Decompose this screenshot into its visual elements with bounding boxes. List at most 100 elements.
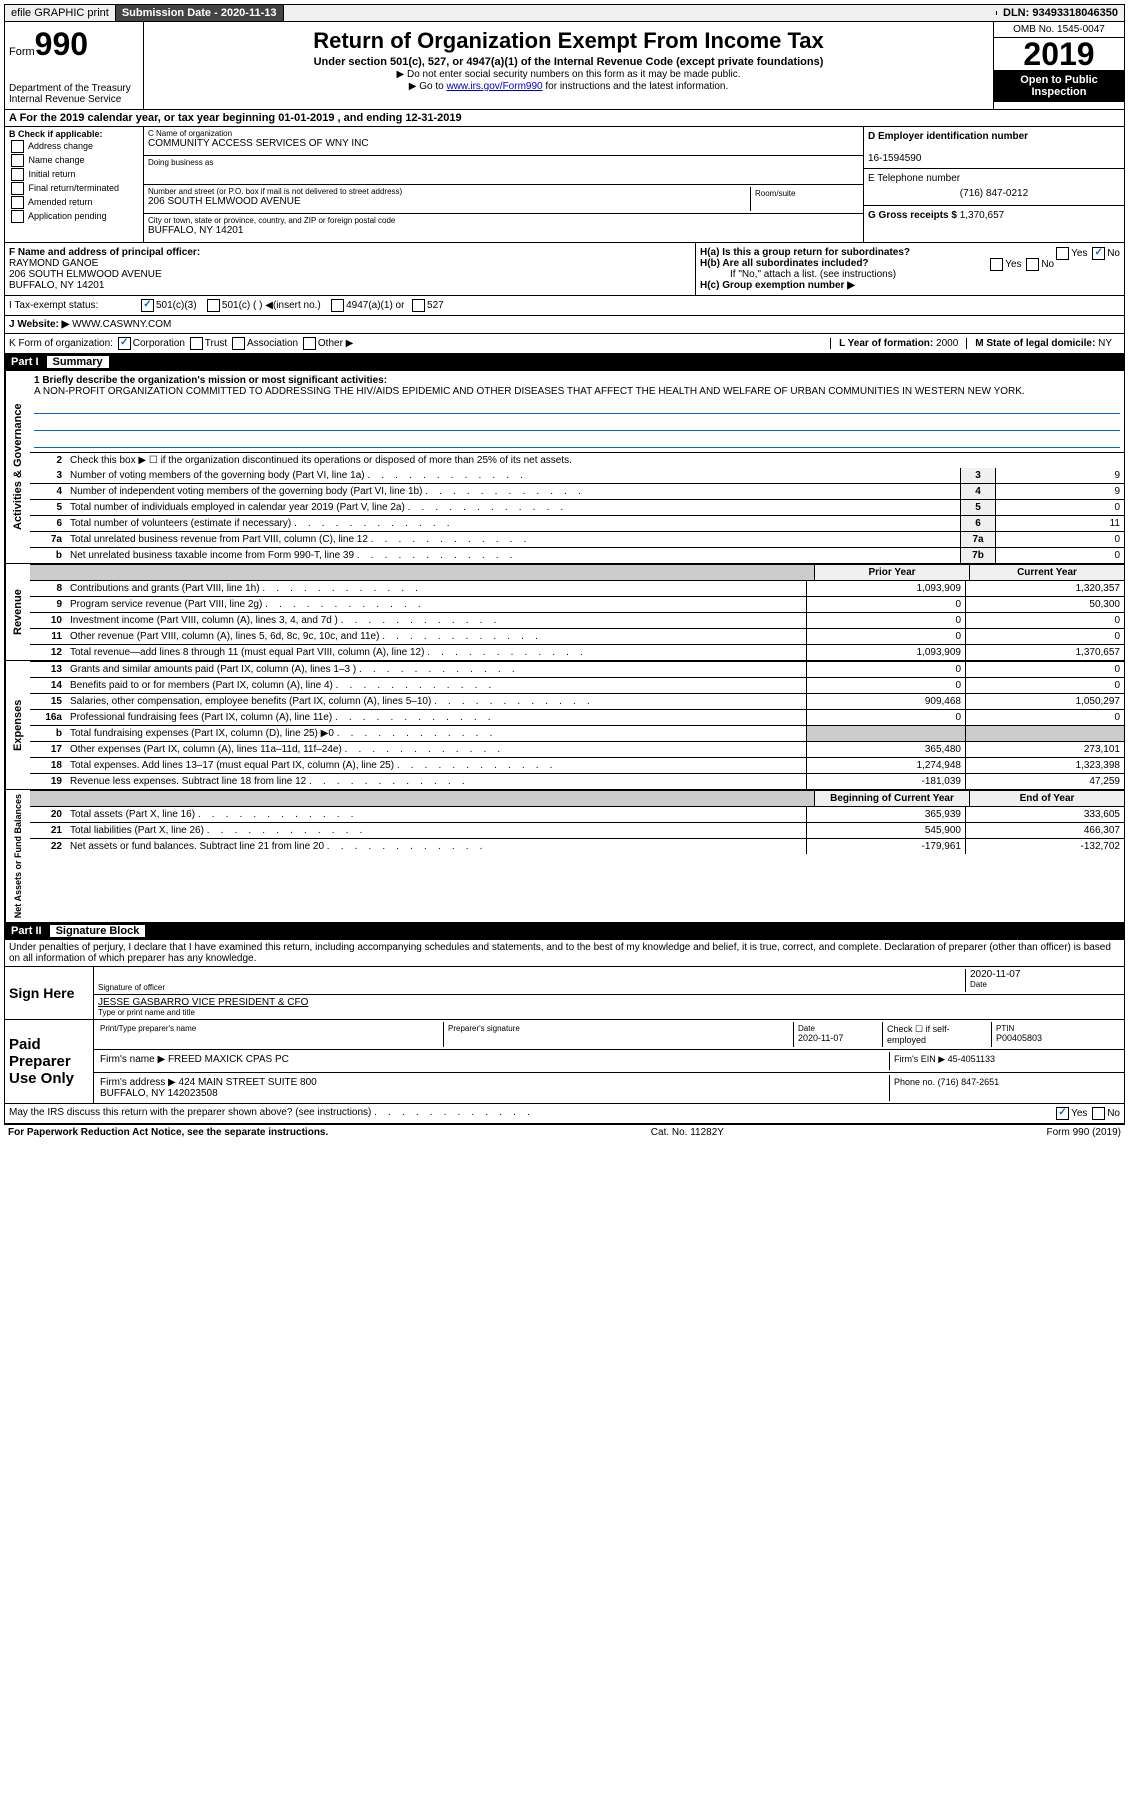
part1-title: Summary <box>47 356 109 368</box>
submission-date[interactable]: Submission Date - 2020-11-13 <box>116 5 284 21</box>
hb-label: H(b) Are all subordinates included? <box>700 258 869 269</box>
footer-mid: Cat. No. 11282Y <box>651 1127 724 1138</box>
vtab-netassets: Net Assets or Fund Balances <box>5 790 30 922</box>
form-title: Return of Organization Exempt From Incom… <box>148 28 989 54</box>
exp-line-16a: 16a Professional fundraising fees (Part … <box>30 709 1124 725</box>
discuss-label: May the IRS discuss this return with the… <box>9 1107 530 1120</box>
form-subtitle: Under section 501(c), 527, or 4947(a)(1)… <box>148 56 989 68</box>
instructions-link[interactable]: www.irs.gov/Form990 <box>446 81 542 92</box>
declaration-text: Under penalties of perjury, I declare th… <box>5 940 1124 966</box>
domicile-value: NY <box>1098 338 1112 349</box>
opt-final: Final return/terminated <box>29 183 120 193</box>
part2-num: Part II <box>11 925 42 937</box>
revenue-section: Revenue Prior Year Current Year 8 Contri… <box>4 564 1125 661</box>
discuss-no[interactable] <box>1092 1107 1105 1120</box>
initial-check[interactable] <box>11 168 24 181</box>
amended-check[interactable] <box>11 196 24 209</box>
instruction-line-1: ▶ Do not enter social security numbers o… <box>148 69 989 80</box>
trust-check[interactable] <box>190 337 203 350</box>
rev-line-8: 8 Contributions and grants (Part VIII, l… <box>30 580 1124 596</box>
discuss-yes[interactable] <box>1056 1107 1069 1120</box>
part1-header: Part I Summary <box>4 354 1125 371</box>
part2-header: Part II Signature Block <box>4 923 1125 940</box>
4947-label: 4947(a)(1) or <box>346 300 404 311</box>
assoc-lbl: Association <box>247 338 298 349</box>
opt-addr: Address change <box>28 141 93 151</box>
501c-check[interactable] <box>207 299 220 312</box>
ha-label: H(a) Is this a group return for subordin… <box>700 247 910 258</box>
firm-name-label: Firm's name ▶ <box>100 1054 165 1065</box>
self-emp-label: Check ☐ if self-employed <box>882 1022 991 1047</box>
officer-label: F Name and address of principal officer: <box>9 247 200 258</box>
opt-initial: Initial return <box>29 169 76 179</box>
pending-check[interactable] <box>11 210 24 223</box>
form-header: Form990 Department of the Treasury Inter… <box>4 22 1125 110</box>
ptin-label: PTIN <box>996 1024 1116 1033</box>
hb-yes[interactable] <box>990 258 1003 271</box>
governance-section: Activities & Governance 1 Briefly descri… <box>4 371 1125 564</box>
exp-line-13: 13 Grants and similar amounts paid (Part… <box>30 661 1124 677</box>
ha-yes[interactable] <box>1056 247 1069 260</box>
addr-change-check[interactable] <box>11 140 24 153</box>
prep-date: 2020-11-07 <box>798 1033 878 1043</box>
expenses-section: Expenses 13 Grants and similar amounts p… <box>4 661 1125 790</box>
dln: DLN: 93493318046350 <box>997 5 1124 21</box>
name-change-check[interactable] <box>11 154 24 167</box>
rev-line-9: 9 Program service revenue (Part VIII, li… <box>30 596 1124 612</box>
firm-ein-label: Firm's EIN ▶ <box>894 1054 945 1064</box>
tax-year: 2019 <box>994 38 1124 70</box>
exp-line-18: 18 Total expenses. Add lines 13–17 (must… <box>30 757 1124 773</box>
assoc-check[interactable] <box>232 337 245 350</box>
hb-no[interactable] <box>1026 258 1039 271</box>
527-label: 527 <box>427 300 444 311</box>
phone-label: E Telephone number <box>868 173 960 184</box>
gov-line-3: 3 Number of voting members of the govern… <box>30 468 1124 483</box>
opt-pend: Application pending <box>28 211 107 221</box>
form-label: Form <box>9 46 35 58</box>
opt-name: Name change <box>29 155 85 165</box>
goto-post: for instructions and the latest informat… <box>543 81 729 92</box>
prep-name-label: Print/Type preparer's name <box>100 1024 441 1033</box>
yof-label: L Year of formation: <box>839 338 933 349</box>
mission-text: A NON-PROFIT ORGANIZATION COMMITTED TO A… <box>34 386 1025 397</box>
addr-value: 206 SOUTH ELMWOOD AVENUE <box>148 196 750 207</box>
hb-note: If "No," attach a list. (see instruction… <box>700 269 1120 280</box>
officer-typed-name: JESSE GASBARRO VICE PRESIDENT & CFO <box>98 997 1120 1008</box>
part2-title: Signature Block <box>50 925 146 937</box>
box-e: E Telephone number (716) 847-0212 <box>864 169 1124 206</box>
corp-check[interactable] <box>118 337 131 350</box>
other-check[interactable] <box>303 337 316 350</box>
website-row: J Website: ▶ WWW.CASWNY.COM <box>4 316 1125 334</box>
city-value: BUFFALO, NY 14201 <box>148 225 859 236</box>
part1-num: Part I <box>11 356 39 368</box>
ha-no[interactable] <box>1092 247 1105 260</box>
4947-check[interactable] <box>331 299 344 312</box>
sig-date: 2020-11-07 <box>970 969 1120 980</box>
501c3-check[interactable] <box>141 299 154 312</box>
rev-line-12: 12 Total revenue—add lines 8 through 11 … <box>30 644 1124 660</box>
gov-line-7a: 7a Total unrelated business revenue from… <box>30 531 1124 547</box>
col-begin: Beginning of Current Year <box>814 791 969 806</box>
goto-pre: ▶ Go to <box>409 81 447 92</box>
officer-addr: 206 SOUTH ELMWOOD AVENUE BUFFALO, NY 142… <box>9 269 162 291</box>
exp-line-19: 19 Revenue less expenses. Subtract line … <box>30 773 1124 789</box>
ein-value: 16-1594590 <box>868 153 921 164</box>
box-c: C Name of organization COMMUNITY ACCESS … <box>144 127 863 242</box>
net-line-22: 22 Net assets or fund balances. Subtract… <box>30 838 1124 854</box>
prep-sig-label: Preparer's signature <box>448 1024 789 1033</box>
box-d: D Employer identification number 16-1594… <box>864 127 1124 169</box>
vtab-governance: Activities & Governance <box>5 371 30 563</box>
officer-name: RAYMOND GANOE <box>9 258 98 269</box>
name-title-label: Type or print name and title <box>98 1008 1120 1017</box>
final-check[interactable] <box>11 182 24 195</box>
page-footer: For Paperwork Reduction Act Notice, see … <box>4 1124 1125 1140</box>
klm-row: K Form of organization: Corporation Trus… <box>4 334 1125 354</box>
date-label: Date <box>970 980 1120 989</box>
footer-right: Form 990 (2019) <box>1047 1127 1121 1138</box>
box-b-label: B Check if applicable: <box>9 129 103 139</box>
gov-line-6: 6 Total number of volunteers (estimate i… <box>30 515 1124 531</box>
527-check[interactable] <box>412 299 425 312</box>
room-label: Room/suite <box>755 189 855 198</box>
phone-value: (716) 847-0212 <box>868 188 1120 199</box>
opt-amend: Amended return <box>28 197 93 207</box>
